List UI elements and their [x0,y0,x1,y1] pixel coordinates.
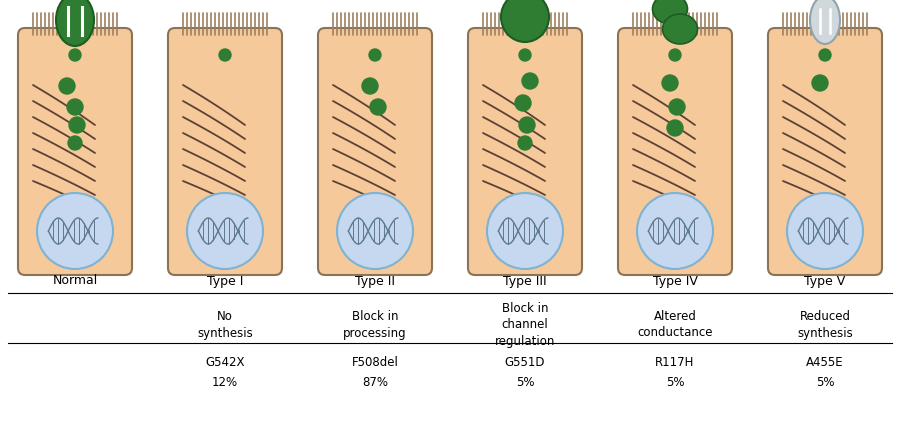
FancyBboxPatch shape [618,28,732,275]
FancyBboxPatch shape [768,28,882,275]
Circle shape [67,99,83,115]
Text: G542X: G542X [205,357,245,369]
Circle shape [519,117,535,133]
Circle shape [370,99,386,115]
Circle shape [362,78,378,94]
Ellipse shape [662,14,698,44]
FancyBboxPatch shape [168,28,282,275]
Ellipse shape [810,0,840,44]
Text: Type IV: Type IV [652,275,698,288]
Circle shape [219,49,231,61]
Text: 87%: 87% [362,377,388,389]
Text: Block in
processing: Block in processing [343,311,407,339]
Text: Type III: Type III [503,275,547,288]
Text: No
synthesis: No synthesis [197,311,253,339]
Ellipse shape [652,0,688,24]
Text: Type II: Type II [355,275,395,288]
Circle shape [522,73,538,89]
Circle shape [819,49,831,61]
FancyBboxPatch shape [18,28,132,275]
Text: 5%: 5% [815,377,834,389]
Circle shape [519,49,531,61]
Circle shape [37,193,113,269]
Circle shape [69,117,85,133]
Circle shape [667,120,683,136]
Circle shape [337,193,413,269]
Circle shape [669,99,685,115]
Circle shape [662,75,678,91]
FancyBboxPatch shape [468,28,582,275]
Text: Reduced
synthesis: Reduced synthesis [797,311,853,339]
Circle shape [487,193,563,269]
Text: Altered
conductance: Altered conductance [637,311,713,339]
Text: A455E: A455E [806,357,844,369]
Text: 12%: 12% [212,377,239,389]
Text: F508del: F508del [352,357,399,369]
FancyBboxPatch shape [318,28,432,275]
Text: R117H: R117H [655,357,695,369]
Circle shape [515,95,531,111]
Circle shape [812,75,828,91]
Text: Block in
channel
regulation: Block in channel regulation [495,303,555,347]
Ellipse shape [501,0,549,42]
Circle shape [369,49,381,61]
Text: 5%: 5% [666,377,684,389]
Circle shape [637,193,713,269]
Circle shape [669,49,681,61]
Text: Type V: Type V [805,275,846,288]
Text: Type I: Type I [207,275,243,288]
Text: 5%: 5% [516,377,535,389]
Text: G551D: G551D [505,357,545,369]
Circle shape [69,49,81,61]
Ellipse shape [56,0,94,46]
Circle shape [59,78,75,94]
Circle shape [787,193,863,269]
Circle shape [187,193,263,269]
Circle shape [518,136,532,150]
Circle shape [68,136,82,150]
Text: Normal: Normal [52,275,97,288]
